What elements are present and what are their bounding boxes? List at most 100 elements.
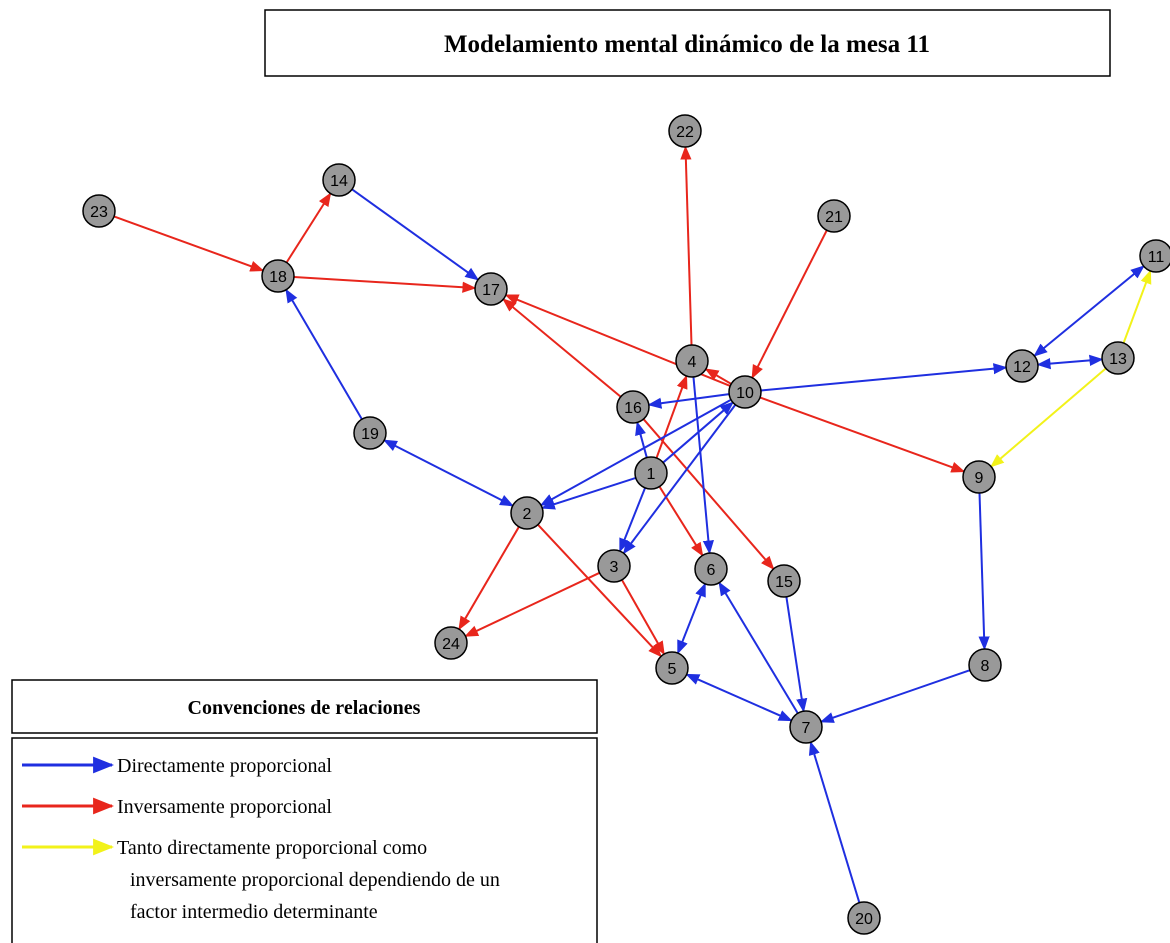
node-circle [847,901,881,935]
node-circle [474,272,508,306]
node-label: 16 [624,400,642,417]
edge [621,579,665,656]
legend-title-box [11,679,598,734]
node-circle [634,456,668,490]
edge [819,669,971,723]
node-label: 7 [802,720,811,737]
legend-label: Tanto directamente proporcional como inve… [117,837,500,923]
node: 20 [847,901,881,935]
node: 14 [322,163,356,197]
edge [655,374,688,459]
node: 8 [968,648,1002,682]
edge [458,526,520,631]
edge [808,740,861,903]
node-label: 23 [90,204,108,221]
edge [642,418,775,570]
edge [751,229,828,379]
node: 12 [1005,349,1039,383]
node-label: 14 [330,173,348,190]
node: 15 [767,564,801,598]
legend-title: Convenciones de relaciones [188,697,421,719]
edge [383,439,514,507]
node-label: 3 [610,559,619,576]
node: 18 [261,259,295,293]
node-circle [597,549,631,583]
edge [647,393,730,409]
node: 2 [510,496,544,530]
node-circle [668,114,702,148]
node-label: 2 [523,506,532,523]
node-circle [434,626,468,660]
legend-label: Directamente proporcional [117,755,332,777]
node: 6 [694,552,728,586]
edge [676,582,707,655]
node-label: 22 [676,124,694,141]
node: 4 [675,344,709,378]
node-label: 1 [647,466,656,483]
edge [1122,269,1152,344]
node-label: 5 [668,661,677,678]
edge [760,363,1008,392]
edge [680,145,693,346]
node: 23 [82,194,116,228]
node-circle [694,552,728,586]
edge [285,288,363,420]
edge [785,596,808,713]
node-circle [1005,349,1039,383]
node-label: 20 [855,911,873,928]
node: 24 [434,626,468,660]
edge [113,215,265,272]
node-circle [1139,239,1170,273]
edge [622,404,737,555]
node: 3 [597,549,631,583]
node-circle [962,460,996,494]
edge [685,673,793,722]
node: 9 [962,460,996,494]
node-label: 4 [688,354,697,371]
node-circle [789,710,823,744]
node-label: 18 [269,269,287,286]
node-label: 24 [442,636,460,653]
node-circle [767,564,801,598]
node-circle [82,194,116,228]
node-circle [817,199,851,233]
node: 10 [728,375,762,409]
node-circle [616,390,650,424]
node-circle [675,344,709,378]
node-label: 8 [981,658,990,675]
node-label: 11 [1148,249,1165,266]
edge [539,398,732,507]
node-circle [968,648,1002,682]
edge [351,188,480,281]
node-label: 10 [736,385,754,402]
node: 11 [1139,239,1170,273]
edge [704,368,732,385]
edge [978,492,990,651]
edge [540,476,637,510]
node-circle [353,416,387,450]
edge [1036,354,1104,370]
title-box [264,9,1111,77]
legend-label: Inversamente proporcional [117,796,332,818]
node-circle [728,375,762,409]
node-circle [1101,341,1135,375]
node-circle [261,259,295,293]
node-label: 21 [825,209,843,226]
edge [692,376,714,555]
edge [464,571,600,638]
node-circle [510,496,544,530]
node-circle [655,651,689,685]
edge [537,524,663,658]
node: 17 [474,272,508,306]
node-label: 12 [1013,359,1031,376]
node-label: 17 [482,282,500,299]
node: 13 [1101,341,1135,375]
edge [759,396,966,473]
node-label: 13 [1109,351,1127,368]
node-label: 6 [707,562,716,579]
node: 19 [353,416,387,450]
edge [635,421,648,458]
node-label: 9 [975,470,984,487]
node: 21 [817,199,851,233]
